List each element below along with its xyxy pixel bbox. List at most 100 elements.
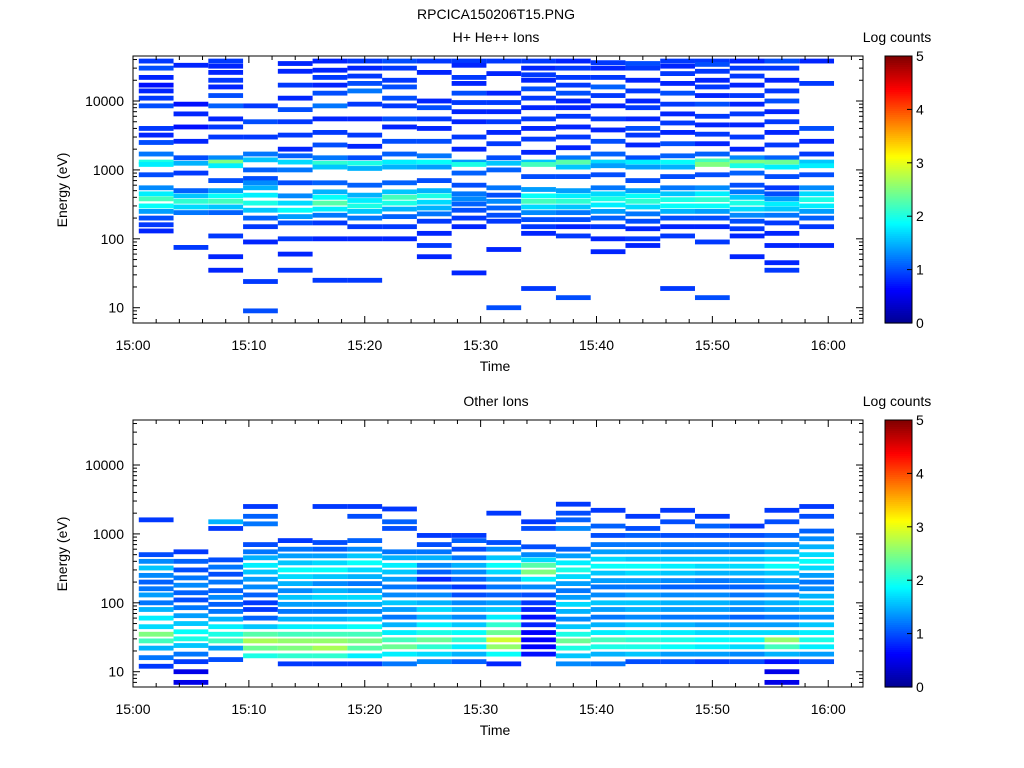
heatmap-cell bbox=[799, 607, 835, 612]
colorbar-step bbox=[885, 520, 912, 523]
colorbar-step bbox=[885, 89, 912, 93]
colorbar-step bbox=[885, 174, 912, 178]
colorbar-step bbox=[885, 64, 912, 68]
heatmap-cell bbox=[764, 592, 800, 598]
heatmap-cell bbox=[764, 578, 800, 584]
heatmap-cell bbox=[694, 239, 730, 245]
heatmap-cell bbox=[694, 523, 730, 529]
colorbar-step bbox=[885, 229, 912, 232]
heatmap-cell bbox=[625, 126, 661, 131]
heatmap-cell bbox=[729, 200, 765, 206]
colorbar-step bbox=[885, 249, 912, 253]
heatmap-cell bbox=[451, 270, 487, 276]
heatmap-cell bbox=[208, 159, 244, 165]
colorbar-step bbox=[885, 218, 912, 222]
heatmap-cell bbox=[694, 614, 730, 620]
heatmap-cell bbox=[347, 116, 383, 122]
heatmap-cell bbox=[382, 189, 417, 195]
heatmap-cell bbox=[416, 549, 452, 555]
heatmap-cell bbox=[416, 607, 452, 612]
heatmap-cell bbox=[590, 622, 626, 628]
heatmap-cell bbox=[729, 651, 765, 657]
heatmap-cell bbox=[521, 217, 556, 223]
colorbar: 0 1 2 3 4 5 bbox=[884, 412, 924, 695]
heatmap-cell bbox=[173, 621, 209, 626]
heatmap-cell bbox=[799, 544, 835, 550]
colorbar-step bbox=[885, 283, 912, 287]
heatmap-cell bbox=[382, 214, 417, 220]
heatmap-cell bbox=[243, 103, 278, 109]
heatmap-cell bbox=[208, 624, 244, 630]
colorbar-tick-label: 3 bbox=[916, 155, 924, 171]
heatmap-cell bbox=[660, 197, 695, 203]
heatmap-cell bbox=[660, 556, 695, 562]
heatmap-cell bbox=[312, 504, 348, 509]
heatmap-cell bbox=[312, 567, 348, 573]
heatmap-cell bbox=[729, 170, 765, 176]
colorbar-step bbox=[885, 304, 912, 307]
heatmap-cell bbox=[764, 58, 800, 64]
heatmap-cell bbox=[347, 538, 383, 543]
colorbar-step bbox=[885, 252, 912, 255]
heatmap-cell bbox=[347, 553, 383, 559]
colorbar-step bbox=[885, 670, 912, 673]
heatmap-cell bbox=[243, 638, 278, 644]
colorbar-step bbox=[885, 634, 912, 638]
heatmap-cell bbox=[347, 661, 383, 667]
heatmap-cell bbox=[416, 70, 452, 75]
x-tick-label: 15:40 bbox=[579, 701, 614, 717]
heatmap-cell bbox=[521, 105, 556, 111]
panel-h-he-ions: H+ He++ Ions Log counts 1010010001000015… bbox=[54, 29, 931, 374]
heatmap-cell bbox=[694, 158, 730, 164]
heatmap-cell bbox=[590, 191, 626, 197]
heatmap-cell bbox=[277, 193, 313, 199]
heatmap-cell bbox=[555, 145, 591, 151]
heatmap-cell bbox=[416, 584, 452, 590]
heatmap-cell bbox=[416, 644, 452, 650]
heatmap-cell bbox=[208, 188, 244, 194]
heatmap-cell bbox=[729, 523, 765, 529]
heatmap-cell bbox=[416, 254, 452, 260]
heatmap-cell bbox=[173, 558, 209, 564]
heatmap-cell bbox=[208, 645, 244, 651]
heatmap-cell bbox=[729, 226, 765, 232]
colorbar-step bbox=[885, 501, 912, 505]
heatmap-cell bbox=[729, 542, 765, 547]
heatmap-cell bbox=[521, 557, 556, 563]
heatmap-cell bbox=[486, 247, 522, 252]
heatmap-cell bbox=[590, 607, 626, 612]
colorbar-step bbox=[885, 580, 912, 584]
heatmap-cell bbox=[694, 556, 730, 562]
colorbar-step bbox=[885, 233, 912, 236]
heatmap-cell bbox=[764, 119, 800, 125]
heatmap-cell bbox=[764, 600, 800, 606]
heatmap-cell bbox=[764, 109, 800, 115]
heatmap-cell bbox=[555, 65, 591, 71]
heatmap-cell bbox=[625, 61, 661, 66]
colorbar-step bbox=[885, 237, 912, 241]
heatmap-cell bbox=[486, 100, 522, 105]
heatmap-cell bbox=[729, 659, 765, 665]
colorbar-step bbox=[885, 56, 912, 59]
heatmap-cell bbox=[451, 592, 487, 598]
heatmap-cell bbox=[486, 637, 522, 643]
heatmap-cell bbox=[799, 651, 835, 657]
colorbar-frame bbox=[884, 55, 913, 324]
heatmap-cell bbox=[521, 95, 556, 101]
heatmap-cell bbox=[694, 644, 730, 650]
colorbar-step bbox=[885, 584, 912, 588]
heatmap-cell bbox=[486, 198, 522, 204]
heatmap-cell bbox=[382, 644, 417, 650]
heatmap-cell bbox=[590, 556, 626, 562]
heatmap-cell bbox=[243, 584, 278, 590]
colorbar-step bbox=[885, 526, 912, 530]
heatmap-cell bbox=[555, 105, 591, 111]
colorbar-step bbox=[885, 534, 912, 538]
heatmap-cell bbox=[625, 556, 661, 562]
colorbar-step bbox=[885, 70, 912, 74]
heatmap-cell bbox=[208, 77, 244, 83]
heatmap-cell bbox=[521, 600, 556, 606]
heatmap-cell bbox=[555, 134, 591, 140]
heatmap-cell bbox=[590, 584, 626, 590]
heatmap-cell bbox=[486, 510, 522, 516]
